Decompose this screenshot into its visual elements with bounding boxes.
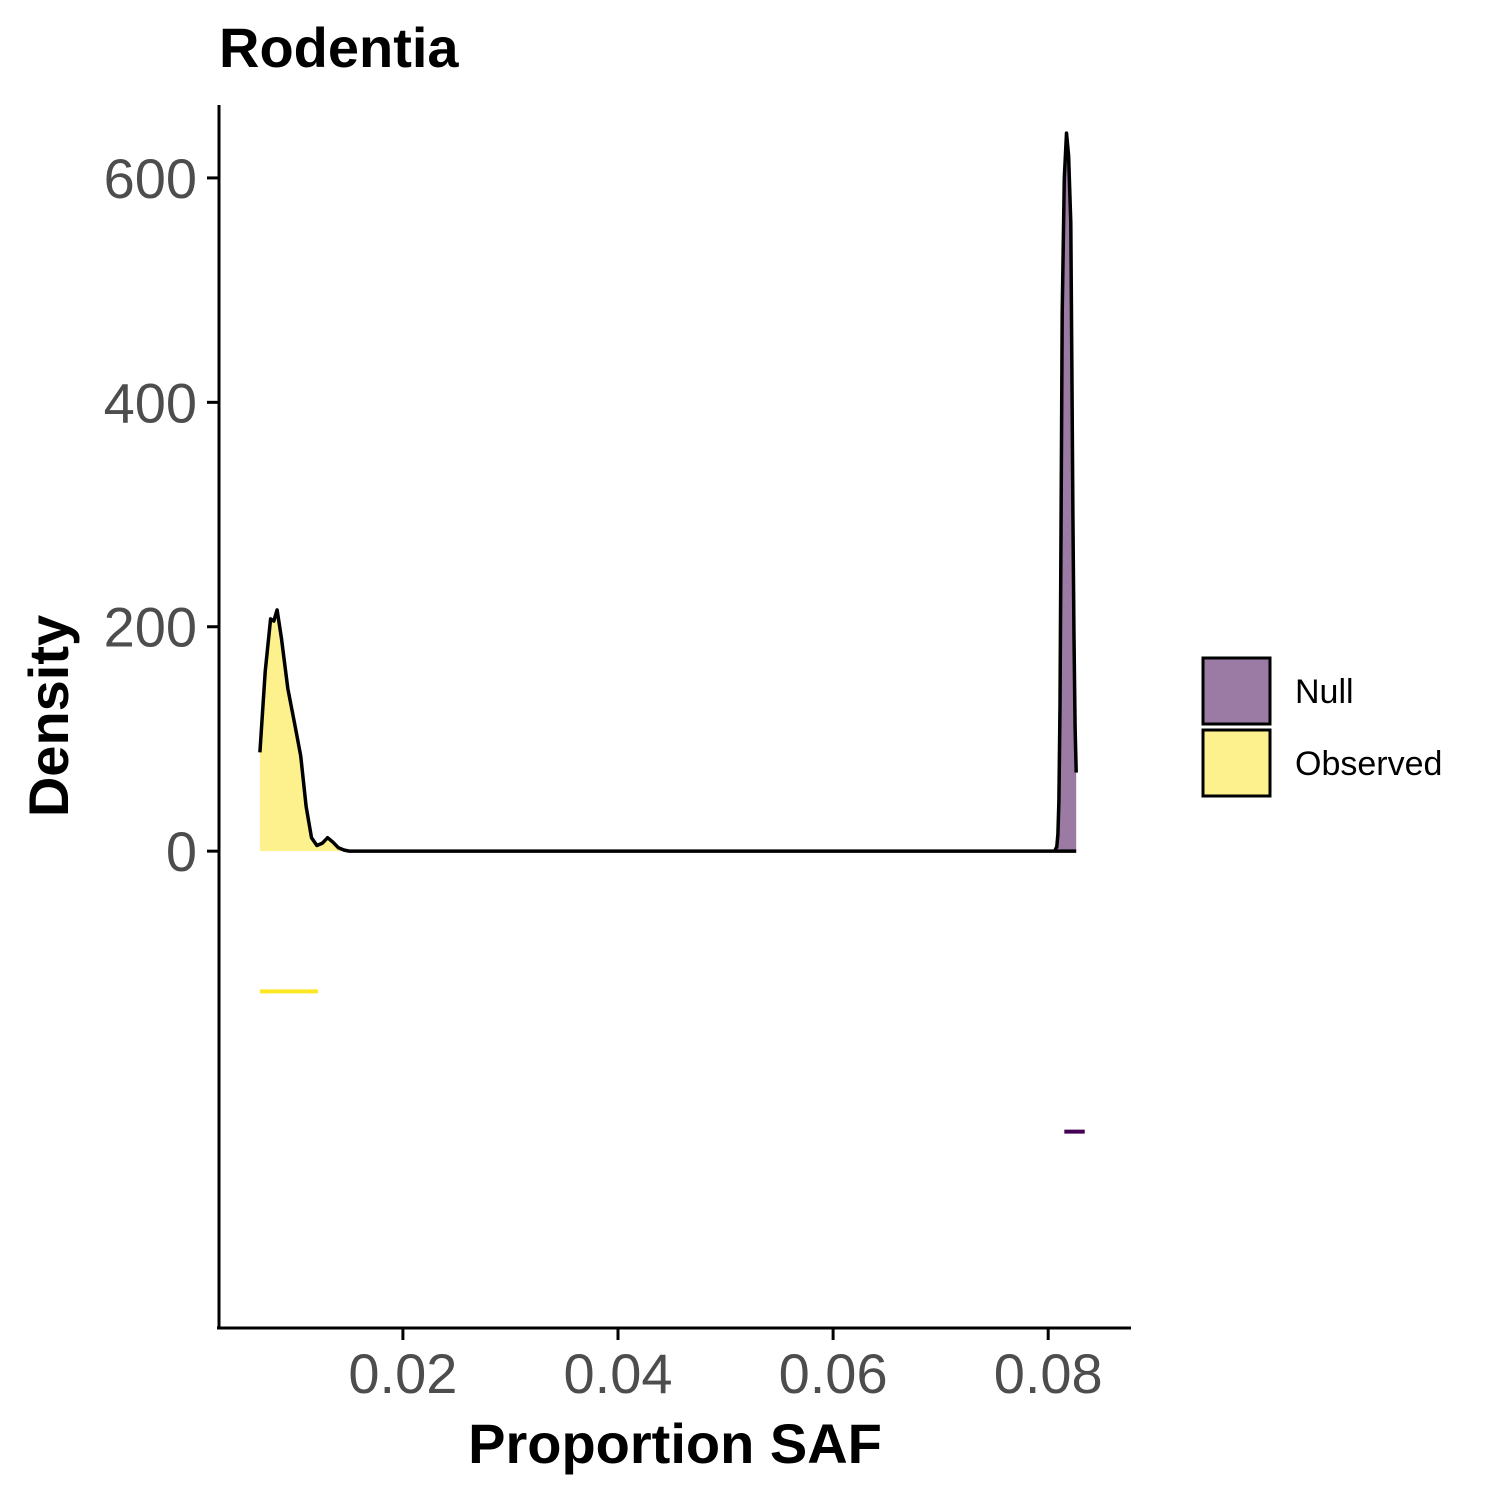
legend-key-observed xyxy=(1201,728,1272,798)
chart-title: Rodentia xyxy=(219,16,459,79)
y-tick-label: 400 xyxy=(104,371,197,434)
density-line-observed xyxy=(258,608,1077,853)
x-axis-ticks: 0.02 0.04 0.06 0.08 xyxy=(348,1328,1103,1405)
legend-label-observed: Observed xyxy=(1295,745,1442,783)
x-tick-label: 0.04 xyxy=(564,1342,673,1405)
density-line-null xyxy=(1053,131,1078,852)
y-axis-ticks: 0 200 400 600 xyxy=(104,147,219,883)
x-axis-title: Proportion SAF xyxy=(468,1412,882,1475)
x-tick-label: 0.08 xyxy=(994,1342,1103,1405)
y-tick-label: 0 xyxy=(166,820,197,883)
density-area-observed xyxy=(259,609,1077,852)
y-tick-label: 600 xyxy=(104,147,197,210)
y-tick-label: 200 xyxy=(104,596,197,659)
x-tick-label: 0.02 xyxy=(348,1342,457,1405)
plot-panel xyxy=(258,131,1085,1134)
x-tick-label: 0.06 xyxy=(779,1342,888,1405)
legend-label-null: Null xyxy=(1295,673,1354,711)
legend: Null Observed xyxy=(1201,656,1442,798)
legend-key-null xyxy=(1201,656,1272,726)
y-axis-title: Density xyxy=(17,615,80,817)
